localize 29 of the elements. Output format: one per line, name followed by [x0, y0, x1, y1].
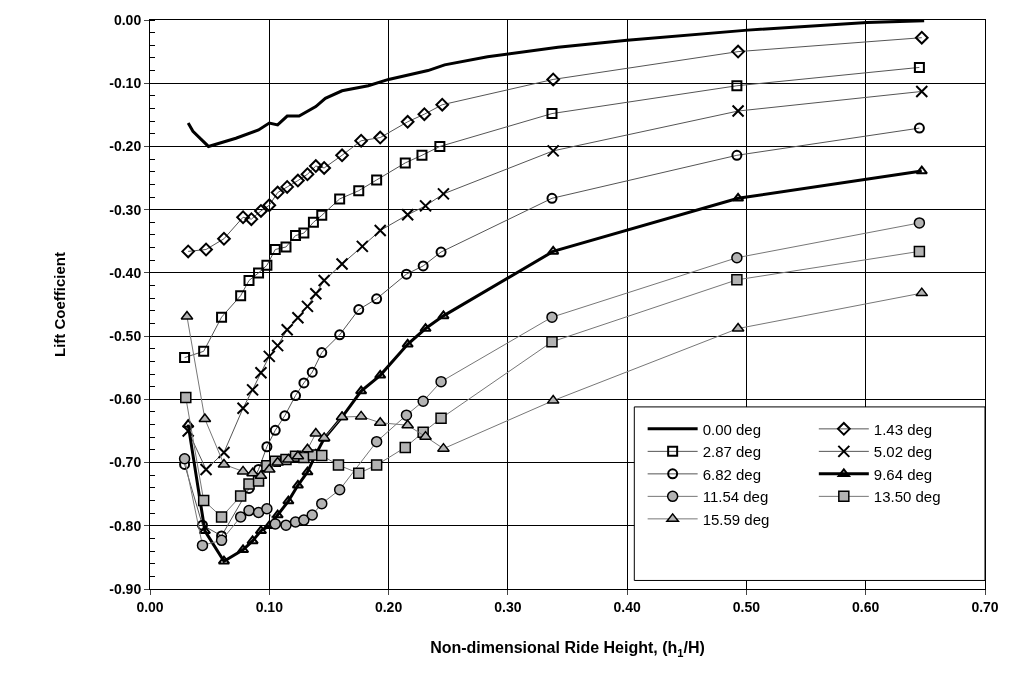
y-tick-label: -0.90 — [109, 580, 142, 597]
y-axis-title: Lift Coefficient — [50, 252, 68, 357]
legend-label: 15.59 deg — [702, 510, 770, 528]
y-tick-label: -0.20 — [109, 138, 142, 155]
y-tick-label: -0.60 — [109, 391, 142, 408]
y-tick-label: -0.70 — [109, 454, 142, 471]
legend-label: 9.64 deg — [873, 465, 933, 483]
y-tick-label: -0.30 — [109, 201, 142, 218]
y-tick-label: -0.50 — [109, 328, 142, 345]
x-tick-label: 0.70 — [971, 598, 999, 615]
y-tick-label: -0.10 — [109, 75, 142, 92]
legend-label: 2.87 deg — [702, 443, 762, 461]
legend-label: 13.50 deg — [873, 488, 941, 506]
legend-label: 5.02 deg — [873, 443, 933, 461]
legend-label: 0.00 deg — [702, 420, 762, 438]
legend-label: 1.43 deg — [873, 420, 933, 438]
legend-label: 11.54 deg — [702, 488, 769, 506]
x-tick-label: 0.10 — [255, 598, 284, 615]
x-tick-label: 0.40 — [613, 598, 641, 615]
y-tick-label: -0.40 — [109, 264, 142, 281]
y-tick-label: 0.00 — [113, 11, 142, 28]
x-tick-label: 0.00 — [136, 598, 164, 615]
x-axis-title: Non-dimensional Ride Height, (h$_{1}$/H) — [430, 639, 705, 659]
x-tick-label: 0.20 — [374, 598, 403, 615]
x-tick-label: 0.30 — [494, 598, 522, 615]
legend-label: 6.82 deg — [702, 465, 762, 483]
x-tick-label: 0.60 — [852, 598, 880, 615]
x-tick-label: 0.50 — [732, 598, 761, 615]
y-tick-label: -0.80 — [109, 517, 142, 534]
